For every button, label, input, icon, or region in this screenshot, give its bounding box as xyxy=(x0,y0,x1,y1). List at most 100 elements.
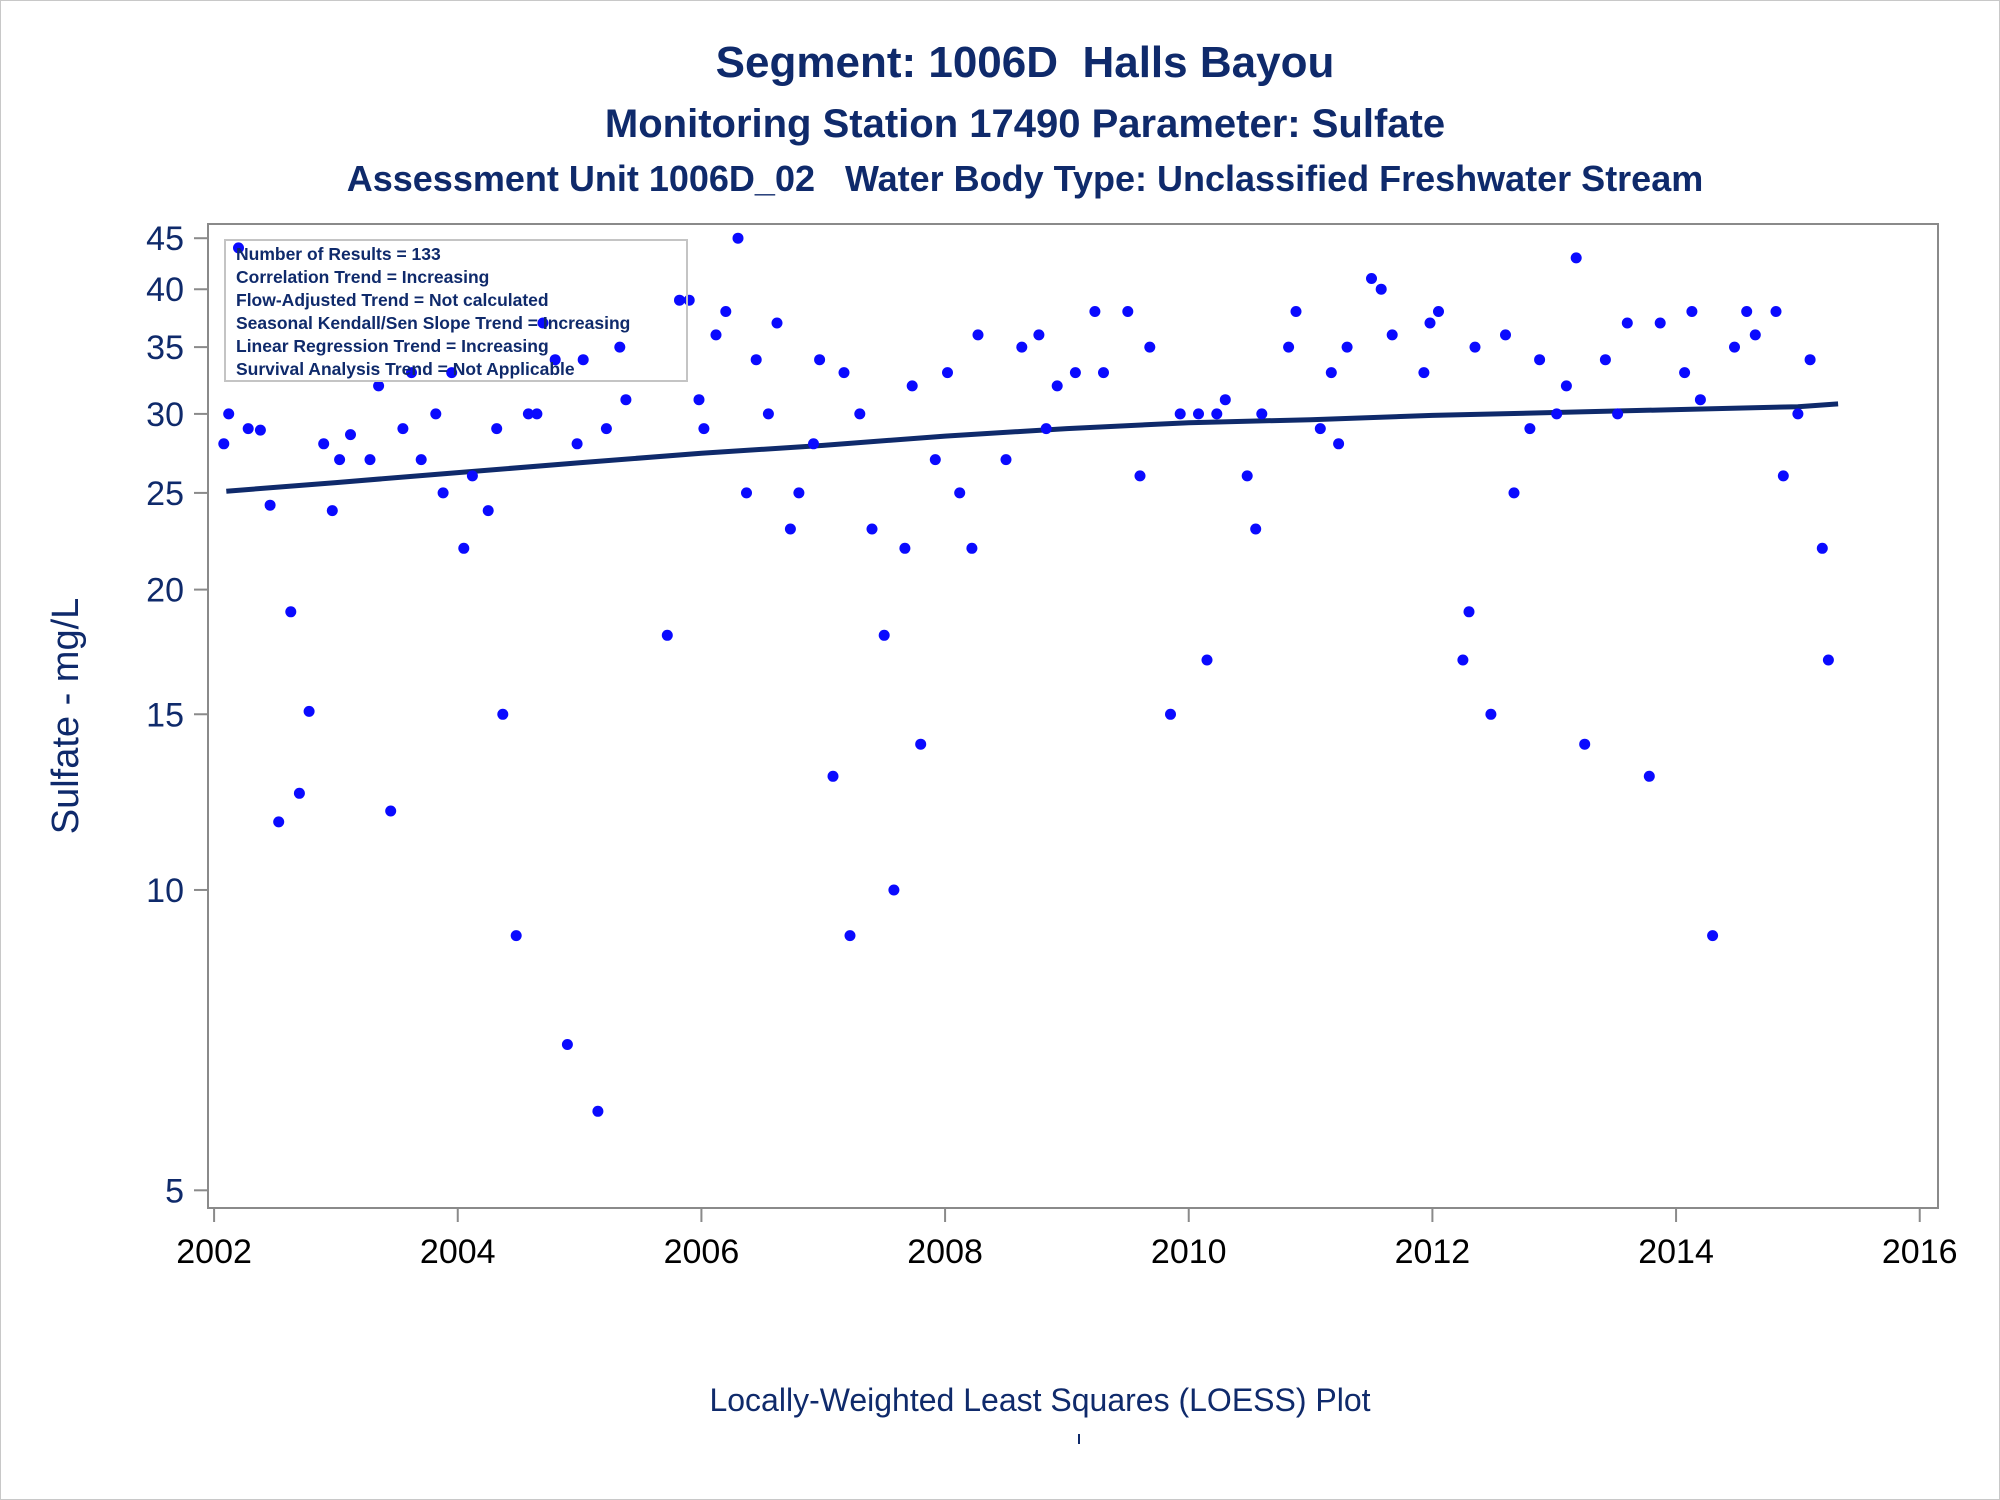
data-point xyxy=(1144,341,1156,353)
data-point xyxy=(482,505,494,517)
data-point xyxy=(620,394,632,406)
data-point xyxy=(1485,708,1497,720)
data-point xyxy=(750,354,762,366)
data-point xyxy=(1069,367,1081,379)
data-point xyxy=(1283,341,1295,353)
data-point xyxy=(720,306,732,317)
footnote-marker xyxy=(1078,1434,1080,1444)
data-point xyxy=(838,367,850,379)
data-point xyxy=(491,423,503,435)
data-point xyxy=(223,408,235,420)
data-point xyxy=(732,232,744,244)
data-point xyxy=(531,408,543,420)
data-point xyxy=(1534,354,1546,366)
y-tick-label: 10 xyxy=(146,872,184,910)
data-point xyxy=(293,787,305,799)
data-point xyxy=(1621,317,1633,329)
data-point xyxy=(915,738,927,750)
data-point xyxy=(808,438,819,450)
stats-box xyxy=(224,239,688,382)
data-point xyxy=(345,429,356,441)
chart-title: Segment: 1006D Halls Bayou xyxy=(715,38,1335,87)
y-tick-label: 20 xyxy=(146,572,184,610)
data-point xyxy=(1051,380,1063,392)
data-point xyxy=(385,805,397,817)
data-point xyxy=(406,367,417,379)
data-point xyxy=(698,423,710,435)
data-point xyxy=(1241,470,1253,482)
data-point xyxy=(1375,283,1387,295)
chart-subtitle-assessment: Assessment Unit 1006D_02 Water Body Type… xyxy=(346,158,1704,199)
data-point xyxy=(1386,329,1398,341)
stats-box-line: Linear Regression Trend = Increasing xyxy=(236,336,549,356)
x-tick-label: 2002 xyxy=(176,1233,252,1271)
y-tick-label: 25 xyxy=(146,475,184,513)
x-tick-label: 2006 xyxy=(664,1233,740,1271)
stats-box-line: Flow-Adjusted Trend = Not calculated xyxy=(236,290,549,310)
data-point xyxy=(254,424,266,436)
y-tick-label: 5 xyxy=(165,1172,184,1210)
data-point xyxy=(549,354,561,366)
data-point xyxy=(888,884,900,896)
data-point xyxy=(1134,470,1146,482)
y-tick-label: 45 xyxy=(146,220,184,258)
data-point xyxy=(430,408,442,420)
data-point xyxy=(1749,329,1761,341)
data-point xyxy=(537,317,549,329)
data-point xyxy=(1551,408,1563,420)
data-point xyxy=(510,930,522,942)
data-point xyxy=(1165,708,1176,720)
data-point xyxy=(1098,367,1109,379)
data-point xyxy=(1314,423,1326,435)
data-point xyxy=(1804,354,1816,366)
data-point xyxy=(1694,394,1706,406)
data-point xyxy=(242,423,254,435)
x-tick-label: 2008 xyxy=(907,1233,983,1271)
data-point xyxy=(1366,273,1377,284)
data-point xyxy=(1679,367,1691,379)
data-point xyxy=(373,380,385,392)
chart-subtitle-station: Monitoring Station 17490 Parameter: Sulf… xyxy=(604,102,1446,146)
data-point xyxy=(1729,341,1740,353)
data-point xyxy=(1325,367,1337,379)
data-point xyxy=(466,470,478,482)
data-point xyxy=(364,454,376,466)
data-point xyxy=(1256,408,1268,420)
data-point xyxy=(906,380,918,392)
x-tick-label: 2014 xyxy=(1638,1233,1714,1271)
data-point xyxy=(218,438,230,450)
data-point xyxy=(1211,408,1223,420)
data-point xyxy=(1250,523,1262,535)
data-point xyxy=(497,708,509,720)
data-point xyxy=(614,341,626,353)
data-point xyxy=(1469,341,1481,353)
data-point xyxy=(1122,306,1134,317)
data-point xyxy=(1643,770,1655,782)
data-point xyxy=(966,542,978,554)
data-point xyxy=(415,454,427,466)
data-point xyxy=(693,394,705,406)
data-point xyxy=(710,329,722,341)
data-point xyxy=(1770,306,1782,317)
data-point xyxy=(1560,380,1572,392)
data-point xyxy=(318,438,330,450)
data-point xyxy=(233,242,244,254)
data-point xyxy=(844,930,856,942)
x-tick-label: 2016 xyxy=(1882,1233,1958,1271)
x-tick-label: 2004 xyxy=(420,1233,496,1271)
data-point xyxy=(899,542,911,554)
data-point xyxy=(1579,738,1591,750)
x-tick-label: 2010 xyxy=(1151,1233,1227,1271)
stats-box-line: Correlation Trend = Increasing xyxy=(236,267,489,287)
footnote-text: Locally-Weighted Least Squares (LOESS) P… xyxy=(709,1382,1371,1418)
data-point xyxy=(522,408,534,420)
data-point xyxy=(771,317,783,329)
data-point xyxy=(437,487,449,499)
data-point xyxy=(854,408,866,420)
data-point xyxy=(1570,252,1582,264)
data-point xyxy=(592,1105,604,1117)
y-tick-label: 15 xyxy=(146,696,184,734)
stats-box-line: Survival Analysis Trend = Not Applicable xyxy=(236,359,575,379)
loess-trend-line xyxy=(226,401,1839,494)
